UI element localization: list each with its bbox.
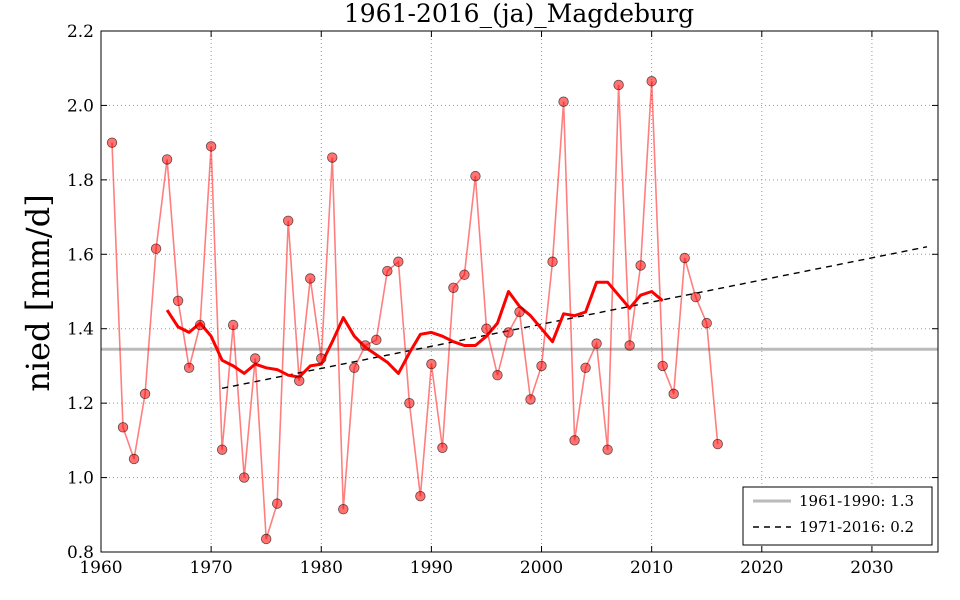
data-point xyxy=(481,323,492,334)
data-point xyxy=(415,490,426,502)
x-tick-label: 1960 xyxy=(79,558,122,578)
data-point xyxy=(503,327,514,338)
data-point xyxy=(371,334,382,346)
data-point xyxy=(437,442,448,454)
data-point xyxy=(558,96,569,107)
data-point xyxy=(349,362,360,373)
data-point xyxy=(657,360,668,372)
data-point xyxy=(679,252,690,264)
data-point xyxy=(172,295,184,307)
data-point xyxy=(205,141,217,152)
x-tick-label: 1990 xyxy=(410,558,453,578)
data-point xyxy=(646,76,657,87)
y-tick-label: 1.2 xyxy=(67,394,94,414)
x-tick-label: 2020 xyxy=(740,558,783,578)
data-point xyxy=(514,306,525,318)
data-point xyxy=(150,243,162,254)
data-point xyxy=(128,453,140,465)
data-point xyxy=(216,444,228,455)
legend-box xyxy=(742,486,933,546)
chart-title: 1961-2016_(ja)_Magdeburg xyxy=(344,0,694,28)
data-point xyxy=(360,340,371,351)
data-point xyxy=(536,360,547,372)
x-tick-label: 1980 xyxy=(300,558,343,578)
data-point xyxy=(238,472,250,483)
data-point xyxy=(404,397,415,409)
data-series xyxy=(111,81,928,540)
data-point xyxy=(492,370,503,381)
plot-frame xyxy=(100,30,939,553)
axis-ticks: 1960 1970 1980 1990 2000 2010 2020 2030 0.8 1.0 1.… xyxy=(67,22,938,578)
y-tick-label: 1.6 xyxy=(67,245,94,265)
y-tick-label: 1.4 xyxy=(67,320,94,340)
moving-average-line xyxy=(165,280,664,379)
data-point xyxy=(139,388,151,400)
data-point xyxy=(327,152,338,163)
y-tick-label: 0.8 xyxy=(67,543,94,563)
data-point xyxy=(470,170,481,182)
data-point xyxy=(305,273,316,284)
data-point xyxy=(602,444,613,455)
annual-line xyxy=(111,81,719,540)
data-point xyxy=(249,353,261,364)
x-tick-label: 2010 xyxy=(630,558,673,578)
legend: 1961-1990: 1.3 1971-2016: 0.2 xyxy=(742,486,933,546)
x-tick-label: 2030 xyxy=(850,558,893,578)
data-point xyxy=(459,269,470,280)
data-point xyxy=(194,319,206,331)
data-point xyxy=(227,319,239,331)
x-tick-label: 1970 xyxy=(189,558,232,578)
data-point xyxy=(183,362,195,373)
data-point xyxy=(580,362,591,373)
data-point xyxy=(547,256,558,267)
data-point xyxy=(591,338,602,349)
data-point xyxy=(393,256,404,267)
data-point xyxy=(294,375,305,387)
data-point xyxy=(106,137,118,148)
data-point xyxy=(260,533,272,545)
data-point xyxy=(117,422,129,433)
data-point xyxy=(161,154,173,165)
data-point xyxy=(316,353,327,364)
data-point xyxy=(701,317,712,329)
data-point xyxy=(569,435,580,446)
y-axis-label: nied [mm/d] xyxy=(19,194,57,391)
data-point xyxy=(382,265,393,277)
data-point xyxy=(690,291,701,303)
data-point xyxy=(668,388,679,400)
data-point xyxy=(426,358,437,370)
data-point xyxy=(283,215,294,226)
data-point xyxy=(712,438,723,450)
data-point xyxy=(272,498,283,509)
legend-label-reference: 1961-1990: 1.3 xyxy=(799,492,914,510)
data-point xyxy=(613,79,624,91)
x-tick-label: 2000 xyxy=(520,558,563,578)
data-point xyxy=(525,394,536,405)
trend-line xyxy=(221,246,928,389)
y-tick-label: 1.8 xyxy=(67,171,94,191)
data-point xyxy=(624,340,635,351)
y-tick-label: 2.0 xyxy=(67,96,94,116)
y-tick-label: 1.0 xyxy=(67,469,94,489)
legend-label-trend: 1971-2016: 0.2 xyxy=(799,518,914,536)
y-tick-label: 2.2 xyxy=(67,22,94,42)
data-point xyxy=(338,504,349,515)
data-point xyxy=(448,282,459,293)
data-markers xyxy=(106,76,723,545)
data-point xyxy=(635,260,646,271)
